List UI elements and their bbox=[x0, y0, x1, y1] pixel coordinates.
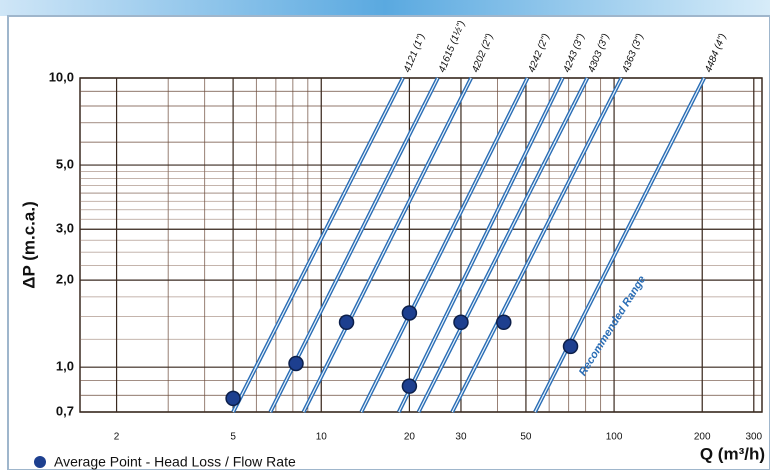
x-tick-label: 5 bbox=[230, 432, 236, 443]
average-point bbox=[453, 314, 469, 331]
y-tick-label: 10,0 bbox=[49, 69, 74, 84]
plot-area bbox=[79, 77, 763, 413]
banner bbox=[0, 0, 770, 16]
legend-label: Average Point - Head Loss / Flow Rate bbox=[54, 454, 296, 470]
average-point bbox=[496, 314, 512, 331]
average-point bbox=[288, 355, 304, 372]
y-tick-label: 3,0 bbox=[56, 221, 74, 236]
series-line-core bbox=[360, 77, 528, 413]
average-point bbox=[401, 305, 418, 321]
x-tick-label: 200 bbox=[694, 432, 711, 443]
x-axis-label: Q (m³/h) bbox=[700, 444, 765, 463]
series-line-core bbox=[398, 77, 564, 413]
series-line-core bbox=[451, 77, 623, 413]
average-point bbox=[562, 338, 579, 355]
series-line-core bbox=[303, 77, 472, 413]
x-tick-label: 10 bbox=[316, 432, 328, 443]
y-tick-label: 0,7 bbox=[56, 403, 74, 418]
x-tick-label: 100 bbox=[606, 432, 623, 443]
y-axis-label: ΔP (m.c.a.) bbox=[19, 201, 38, 289]
series-line-core bbox=[418, 77, 588, 413]
average-point bbox=[338, 314, 355, 331]
average-point bbox=[225, 390, 241, 407]
x-tick-label: 30 bbox=[455, 432, 467, 443]
y-tick-label: 2,0 bbox=[56, 272, 74, 287]
average-point bbox=[401, 378, 418, 394]
y-tick-label: 5,0 bbox=[56, 156, 74, 171]
x-tick-label: 20 bbox=[404, 432, 416, 443]
y-tick-label: 1,0 bbox=[56, 359, 74, 374]
x-tick-label: 300 bbox=[745, 432, 762, 443]
series-line-core bbox=[534, 77, 705, 413]
x-tick-label: 50 bbox=[520, 432, 532, 443]
x-tick-label: 2 bbox=[114, 432, 120, 443]
legend-marker bbox=[34, 456, 46, 468]
series-line-core bbox=[232, 77, 404, 413]
